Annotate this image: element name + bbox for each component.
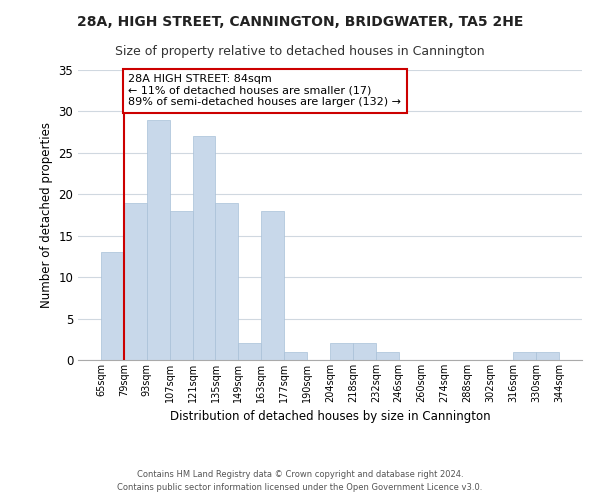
Bar	[238, 344, 261, 360]
Text: Size of property relative to detached houses in Cannington: Size of property relative to detached ho…	[115, 45, 485, 58]
Bar	[536, 352, 559, 360]
Bar	[513, 352, 536, 360]
Bar	[124, 202, 147, 360]
Bar	[215, 202, 238, 360]
Bar	[261, 211, 284, 360]
Bar	[101, 252, 124, 360]
X-axis label: Distribution of detached houses by size in Cannington: Distribution of detached houses by size …	[170, 410, 490, 424]
Bar	[330, 344, 353, 360]
Bar	[193, 136, 215, 360]
Bar	[147, 120, 170, 360]
Bar	[353, 344, 376, 360]
Bar	[170, 211, 193, 360]
Text: Contains HM Land Registry data © Crown copyright and database right 2024.
Contai: Contains HM Land Registry data © Crown c…	[118, 470, 482, 492]
Bar	[284, 352, 307, 360]
Text: 28A HIGH STREET: 84sqm
← 11% of detached houses are smaller (17)
89% of semi-det: 28A HIGH STREET: 84sqm ← 11% of detached…	[128, 74, 401, 108]
Bar	[376, 352, 399, 360]
Y-axis label: Number of detached properties: Number of detached properties	[40, 122, 53, 308]
Text: 28A, HIGH STREET, CANNINGTON, BRIDGWATER, TA5 2HE: 28A, HIGH STREET, CANNINGTON, BRIDGWATER…	[77, 15, 523, 29]
